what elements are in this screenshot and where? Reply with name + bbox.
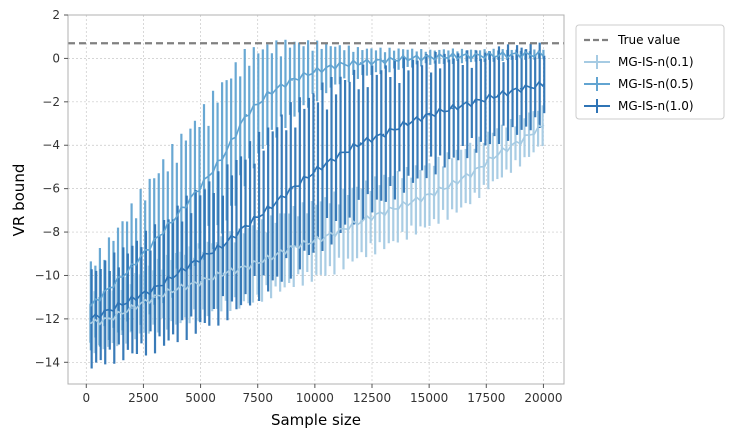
data-point xyxy=(176,213,179,216)
data-point xyxy=(314,170,316,173)
data-point xyxy=(291,79,293,81)
data-point xyxy=(199,185,202,188)
data-point xyxy=(108,287,110,290)
x-axis-label: Sample size xyxy=(271,411,361,429)
series-line xyxy=(90,50,545,307)
data-point xyxy=(496,54,499,56)
data-point xyxy=(90,322,92,325)
data-point xyxy=(382,59,385,62)
data-point xyxy=(542,83,545,86)
data-point xyxy=(519,88,522,90)
series-line xyxy=(90,80,544,320)
x-tick-label: 20000 xyxy=(524,391,562,405)
y-tick-label: 2 xyxy=(52,8,60,22)
legend-label: MG-IS-n(0.5) xyxy=(618,77,694,91)
data-point xyxy=(199,257,202,259)
data-point xyxy=(245,114,248,116)
y-ticks: 2 0 −2 −4 −6 −8 −10 −12 −14 xyxy=(35,8,68,369)
data-point xyxy=(519,140,522,142)
x-tick-label: 10000 xyxy=(296,391,334,405)
data-point xyxy=(268,257,270,259)
x-tick-label: 5000 xyxy=(185,391,216,405)
data-point xyxy=(428,114,430,116)
data-point xyxy=(268,92,270,94)
data-point xyxy=(154,239,156,242)
x-tick-label: 2500 xyxy=(128,391,159,405)
data-point xyxy=(359,142,362,144)
data-point xyxy=(405,57,408,60)
data-point xyxy=(496,153,499,155)
data-point xyxy=(382,211,385,214)
data-point xyxy=(108,318,110,320)
legend-items: True value MG-IS-n(0.1) MG-IS-n(0.5) MG-IS-… xyxy=(584,33,694,113)
data-point xyxy=(314,239,316,242)
data-point xyxy=(336,64,339,66)
data-point xyxy=(154,296,156,298)
legend-label: True value xyxy=(617,33,680,47)
data-point xyxy=(222,272,225,275)
data-point xyxy=(405,122,408,125)
data-point xyxy=(542,124,545,127)
data-point xyxy=(90,305,92,307)
y-tick-label: −8 xyxy=(42,225,60,239)
data-point xyxy=(154,287,156,290)
data-point xyxy=(314,70,316,73)
data-point xyxy=(428,56,430,59)
error-bars xyxy=(88,39,546,369)
data-point xyxy=(519,53,522,56)
x-ticks: 0 2500 5000 7500 10000 12500 15000 17500 20000 xyxy=(82,384,563,405)
y-tick-label: −14 xyxy=(35,355,60,369)
data-point xyxy=(90,318,92,320)
data-point xyxy=(131,298,133,301)
data-point xyxy=(131,265,133,268)
data-point xyxy=(474,101,476,103)
data-point xyxy=(496,94,499,97)
y-tick-label: −10 xyxy=(35,268,60,282)
y-tick-label: −12 xyxy=(35,312,60,326)
legend-label: MG-IS-n(1.0) xyxy=(618,99,694,113)
y-tick-label: −4 xyxy=(42,138,60,152)
data-point xyxy=(222,244,225,246)
data-point xyxy=(382,133,385,136)
data-point xyxy=(451,55,453,58)
data-point xyxy=(542,53,545,56)
data-point xyxy=(474,170,476,173)
legend: True value MG-IS-n(0.1) MG-IS-n(0.5) MG-IS-… xyxy=(575,24,725,120)
data-point xyxy=(291,187,293,190)
data-point xyxy=(222,155,225,157)
data-point xyxy=(176,272,179,275)
data-point xyxy=(336,155,339,157)
x-tick-label: 7500 xyxy=(242,391,273,405)
data-point xyxy=(451,183,453,186)
data-point xyxy=(405,203,408,205)
x-tick-label: 12500 xyxy=(353,391,391,405)
data-point xyxy=(176,287,179,290)
data-point xyxy=(359,220,362,223)
x-tick-label: 0 xyxy=(82,391,90,405)
data-point xyxy=(451,107,453,110)
data-point xyxy=(108,309,110,312)
legend-box xyxy=(575,24,725,120)
data-point xyxy=(199,281,202,283)
data-point xyxy=(359,61,362,64)
x-tick-label: 17500 xyxy=(467,391,505,405)
data-point xyxy=(291,246,293,249)
plot-frame xyxy=(67,14,565,385)
data-point xyxy=(131,307,133,309)
y-tick-label: −2 xyxy=(42,95,60,109)
legend-label: MG-IS-n(0.1) xyxy=(618,55,694,69)
data-point xyxy=(336,231,339,233)
data-point xyxy=(428,194,430,196)
y-tick-label: −6 xyxy=(42,182,60,196)
data-point xyxy=(268,207,270,209)
data-point xyxy=(245,265,248,268)
x-tick-label: 15000 xyxy=(410,391,448,405)
series-lines xyxy=(90,50,545,326)
data-point xyxy=(245,224,248,227)
data-point xyxy=(474,55,476,57)
y-tick-label: 0 xyxy=(52,51,60,65)
series-line xyxy=(90,124,544,326)
y-axis-label: VR bound xyxy=(10,164,28,237)
